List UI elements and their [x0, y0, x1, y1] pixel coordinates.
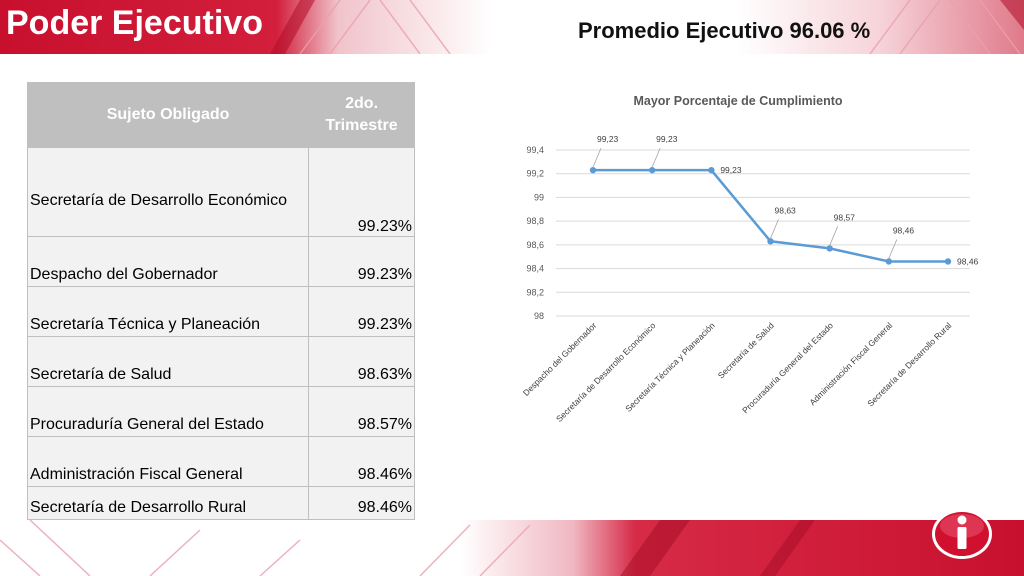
y-tick-label: 99,4	[526, 145, 544, 155]
page-title: Poder Ejecutivo	[6, 4, 263, 42]
data-point	[944, 258, 952, 265]
table-header-row: Sujeto Obligado 2do. Trimestre	[26, 82, 415, 148]
data-label: 98,46	[893, 225, 915, 235]
row-value: 99.23%	[308, 286, 415, 337]
x-tick-label: Secretaría de Desarrollo Económico	[554, 320, 658, 424]
data-label: 99,23	[656, 134, 678, 144]
chart-title: Mayor Porcentaje de Cumplimiento	[633, 94, 842, 108]
table-row: Despacho del Gobernador 99.23%	[26, 236, 415, 287]
row-value: 99.23%	[308, 236, 415, 287]
data-point	[826, 245, 833, 252]
table-row: Secretaría de Desarrollo Económico 99.23…	[26, 147, 415, 237]
row-value: 98.46%	[308, 486, 415, 520]
data-label: 99,23	[597, 134, 619, 144]
label-leader	[770, 219, 779, 239]
average-subtitle: Promedio Ejecutivo 96.06 %	[578, 18, 871, 43]
row-name: Secretaría Técnica y Planeación	[26, 286, 310, 337]
y-tick-label: 98,6	[526, 240, 544, 250]
x-tick-label: Secretaría de Salud	[716, 320, 776, 380]
info-i-icon	[932, 509, 992, 559]
row-name: Administración Fiscal General	[26, 436, 310, 487]
data-point	[767, 238, 774, 245]
label-leader	[829, 226, 839, 246]
row-value: 98.57%	[308, 386, 415, 437]
row-name: Despacho del Gobernador	[26, 236, 310, 287]
y-tick-label: 98,4	[526, 264, 544, 274]
footer-band	[0, 520, 1024, 576]
data-point	[589, 166, 597, 174]
row-value: 99.23%	[308, 147, 415, 237]
table-row: Secretaría de Desarrollo Rural 98.46%	[26, 486, 415, 520]
row-name: Secretaría de Salud	[26, 336, 310, 387]
data-point	[708, 166, 715, 174]
table-row: Secretaría Técnica y Planeación 99.23%	[26, 286, 415, 337]
data-label: 99,23	[720, 165, 742, 175]
table-row: Secretaría de Salud 98.63%	[26, 336, 415, 387]
header-trimestre: 2do. Trimestre	[308, 82, 415, 148]
series-line	[593, 168, 948, 263]
y-tick-label: 98,8	[526, 216, 544, 226]
y-tick-label: 98	[534, 311, 544, 321]
row-name: Secretaría de Desarrollo Rural	[26, 486, 310, 520]
y-tick-label: 99,2	[526, 169, 544, 179]
data-label: 98,46	[957, 256, 979, 266]
header-decoration	[0, 0, 1024, 54]
data-point	[648, 166, 656, 174]
row-value: 98.63%	[308, 336, 415, 387]
compliance-line-chart: Mayor Porcentaje de Cumplimiento 98 98,2 9…	[521, 94, 979, 424]
table-row: Administración Fiscal General 98.46%	[26, 436, 415, 487]
compliance-table: Sujeto Obligado 2do. Trimestre Secretaría…	[26, 82, 415, 520]
header-sujeto: Sujeto Obligado	[26, 82, 310, 148]
table-row: Procuraduría General del Estado 98.57%	[26, 386, 415, 437]
y-tick-label: 98,2	[526, 287, 544, 297]
label-leader	[592, 148, 602, 168]
row-name: Secretaría de Desarrollo Económico	[26, 147, 310, 237]
y-tick-label: 99	[534, 192, 544, 202]
row-value: 98.46%	[308, 436, 415, 487]
footer-decoration	[0, 520, 1024, 576]
row-name: Procuraduría General del Estado	[26, 386, 310, 437]
header-band	[0, 0, 1024, 54]
label-leader	[651, 148, 661, 168]
data-label: 98,57	[834, 212, 856, 222]
label-leader	[888, 239, 898, 259]
data-label: 98,63	[775, 205, 797, 215]
data-point	[885, 258, 893, 265]
